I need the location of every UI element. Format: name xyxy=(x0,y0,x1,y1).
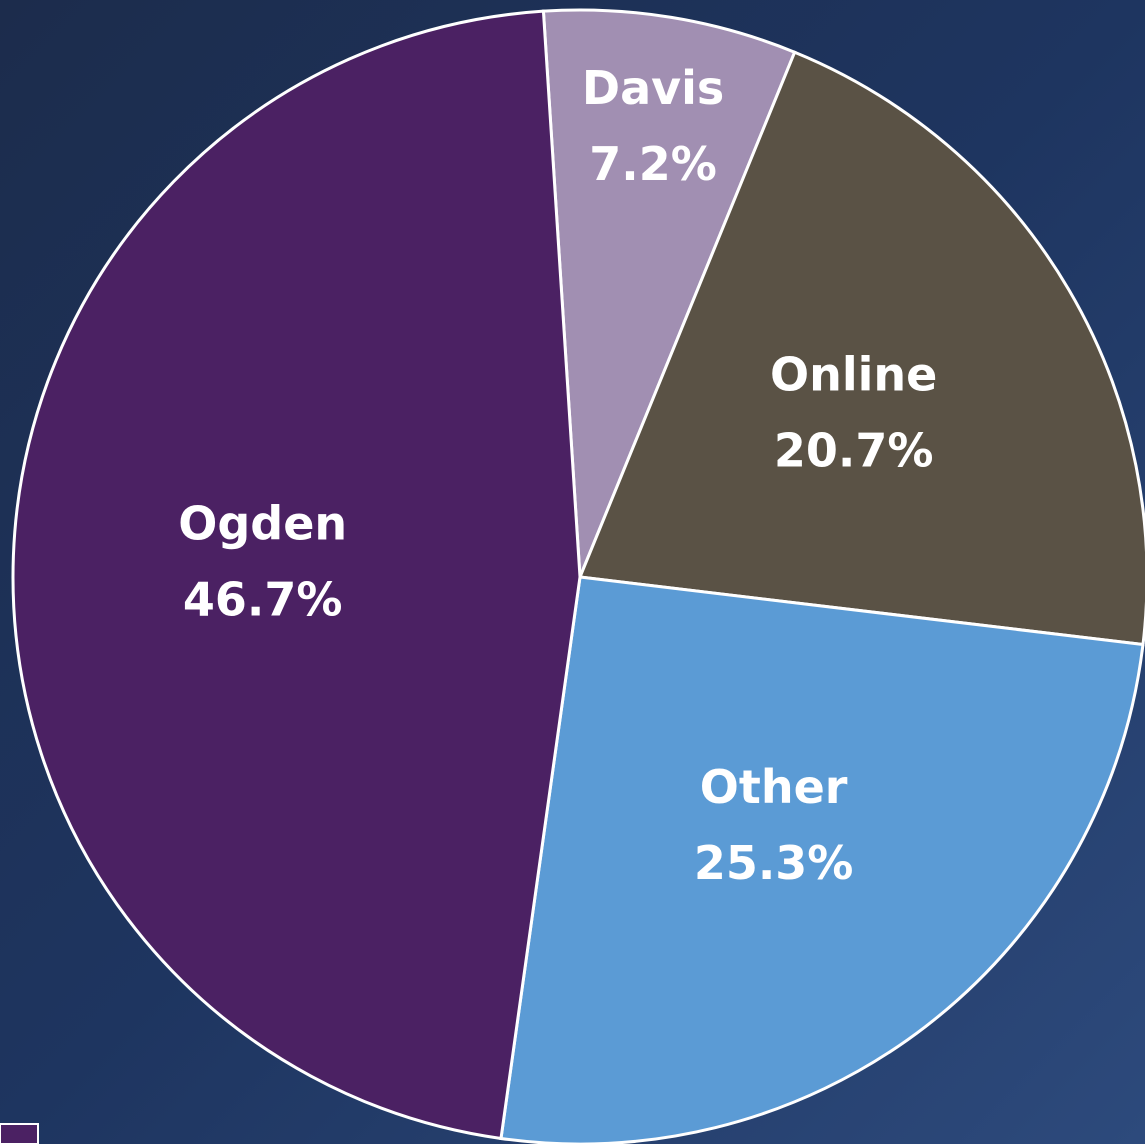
slice-label: Other xyxy=(700,760,848,814)
slice-label: Online xyxy=(770,348,937,402)
slice-label: Ogden xyxy=(178,497,347,551)
value-label: 20.7% xyxy=(774,424,934,478)
slices xyxy=(11,8,1145,1144)
value-label: 25.3% xyxy=(694,836,854,890)
pie-slice xyxy=(499,575,1145,1144)
value-label: 7.2% xyxy=(589,137,717,191)
pie-slice xyxy=(577,50,1145,647)
labels: Davis 7.2% Online 20.7% Other 25.3% Ogden 46.7% xyxy=(178,61,937,890)
decoration xyxy=(0,1123,39,1144)
slice-label: Davis xyxy=(582,61,724,115)
value-label: 46.7% xyxy=(183,573,343,627)
pie-slice xyxy=(11,9,582,1141)
pie-slice xyxy=(541,8,797,578)
